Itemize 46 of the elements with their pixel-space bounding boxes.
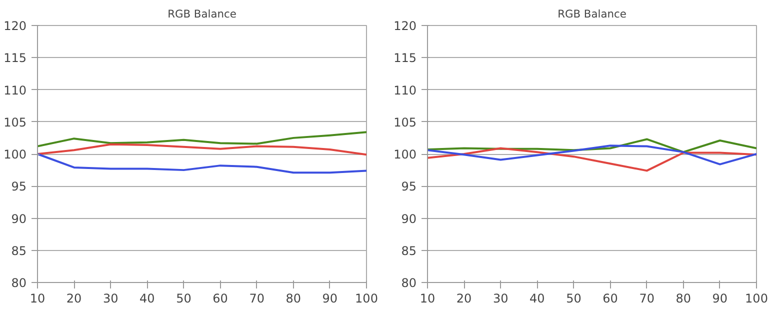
y-tick-label: 120	[394, 19, 416, 33]
x-tick-label: 40	[140, 292, 155, 306]
x-tick-label: 50	[176, 292, 192, 306]
x-tick-label: 80	[676, 292, 692, 306]
line-series	[428, 138, 756, 154]
x-tick-label: 90	[322, 292, 338, 306]
y-tick-label: 85	[401, 244, 417, 258]
x-tick-label: 30	[492, 292, 508, 306]
x-tick-label: 40	[530, 292, 545, 306]
x-tick-label: 60	[212, 292, 228, 306]
y-tick-label: 115	[394, 51, 416, 66]
line-series	[38, 131, 366, 148]
y-tick-label: 115	[4, 51, 26, 66]
y-tick-label: 95	[11, 180, 27, 194]
line-series	[428, 144, 756, 166]
y-tick-label: 105	[4, 115, 26, 130]
line-series	[38, 153, 366, 174]
y-tick-label: 90	[11, 212, 27, 226]
x-tick-label: 10	[420, 292, 436, 306]
y-tick-label: 80	[401, 276, 417, 290]
x-tick-label: 90	[712, 292, 728, 306]
x-tick-label: 10	[30, 292, 46, 306]
x-tick-label: 100	[355, 292, 378, 306]
x-tick-label: 50	[566, 292, 582, 306]
chart-title: RGB Balance	[558, 8, 626, 20]
x-tick-label: 20	[66, 292, 82, 306]
line-series	[38, 143, 366, 156]
x-tick-label: 60	[602, 292, 618, 306]
y-tick-label: 110	[4, 83, 26, 98]
y-tick-label: 120	[4, 19, 26, 33]
x-tick-label: 80	[286, 292, 302, 306]
y-tick-label: 100	[394, 148, 416, 162]
x-tick-label: 30	[102, 292, 118, 306]
x-tick-label: 100	[745, 292, 768, 306]
y-tick-label: 95	[401, 180, 417, 194]
x-tick-label: 70	[639, 292, 654, 306]
x-tick-label: 20	[456, 292, 472, 306]
line-series	[428, 147, 756, 172]
chart-title: RGB Balance	[168, 8, 236, 20]
y-tick-label: 105	[394, 115, 416, 130]
x-tick-label: 70	[249, 292, 264, 306]
y-tick-label: 90	[401, 212, 417, 226]
y-tick-label: 80	[11, 276, 27, 290]
y-tick-label: 85	[11, 244, 27, 258]
y-tick-label: 110	[394, 83, 416, 98]
y-tick-label: 100	[4, 148, 26, 162]
